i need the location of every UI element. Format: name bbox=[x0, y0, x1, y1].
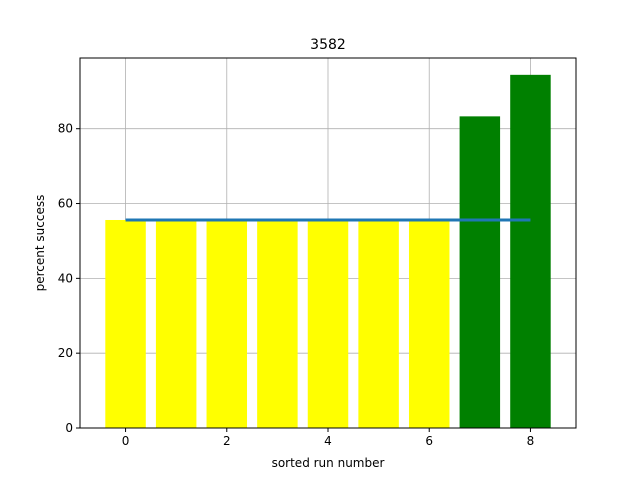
bars bbox=[105, 74, 551, 428]
x-tick-label: 8 bbox=[527, 434, 535, 448]
x-tick-label: 0 bbox=[122, 434, 130, 448]
y-tick-label: 60 bbox=[58, 197, 73, 211]
y-tick-label: 0 bbox=[65, 421, 73, 435]
bar bbox=[459, 116, 501, 428]
bar bbox=[510, 74, 551, 428]
bar bbox=[307, 219, 349, 428]
y-axis-ticks: 0 20 40 60 80 bbox=[58, 122, 80, 435]
x-tick-label: 6 bbox=[425, 434, 433, 448]
bar bbox=[155, 219, 197, 428]
x-axis-ticks: 0 2 4 6 8 bbox=[122, 428, 535, 448]
x-tick-label: 2 bbox=[223, 434, 231, 448]
bar bbox=[206, 219, 248, 428]
x-axis-label: sorted run number bbox=[272, 456, 385, 470]
y-tick-label: 20 bbox=[58, 346, 73, 360]
bar bbox=[358, 219, 399, 428]
bar bbox=[257, 219, 298, 428]
y-tick-label: 40 bbox=[58, 271, 73, 285]
chart-title: 3582 bbox=[310, 37, 346, 53]
bar bbox=[105, 219, 146, 428]
y-axis-label: percent success bbox=[33, 195, 47, 292]
x-tick-label: 4 bbox=[324, 434, 332, 448]
bar bbox=[408, 219, 450, 428]
y-tick-label: 80 bbox=[58, 122, 73, 136]
